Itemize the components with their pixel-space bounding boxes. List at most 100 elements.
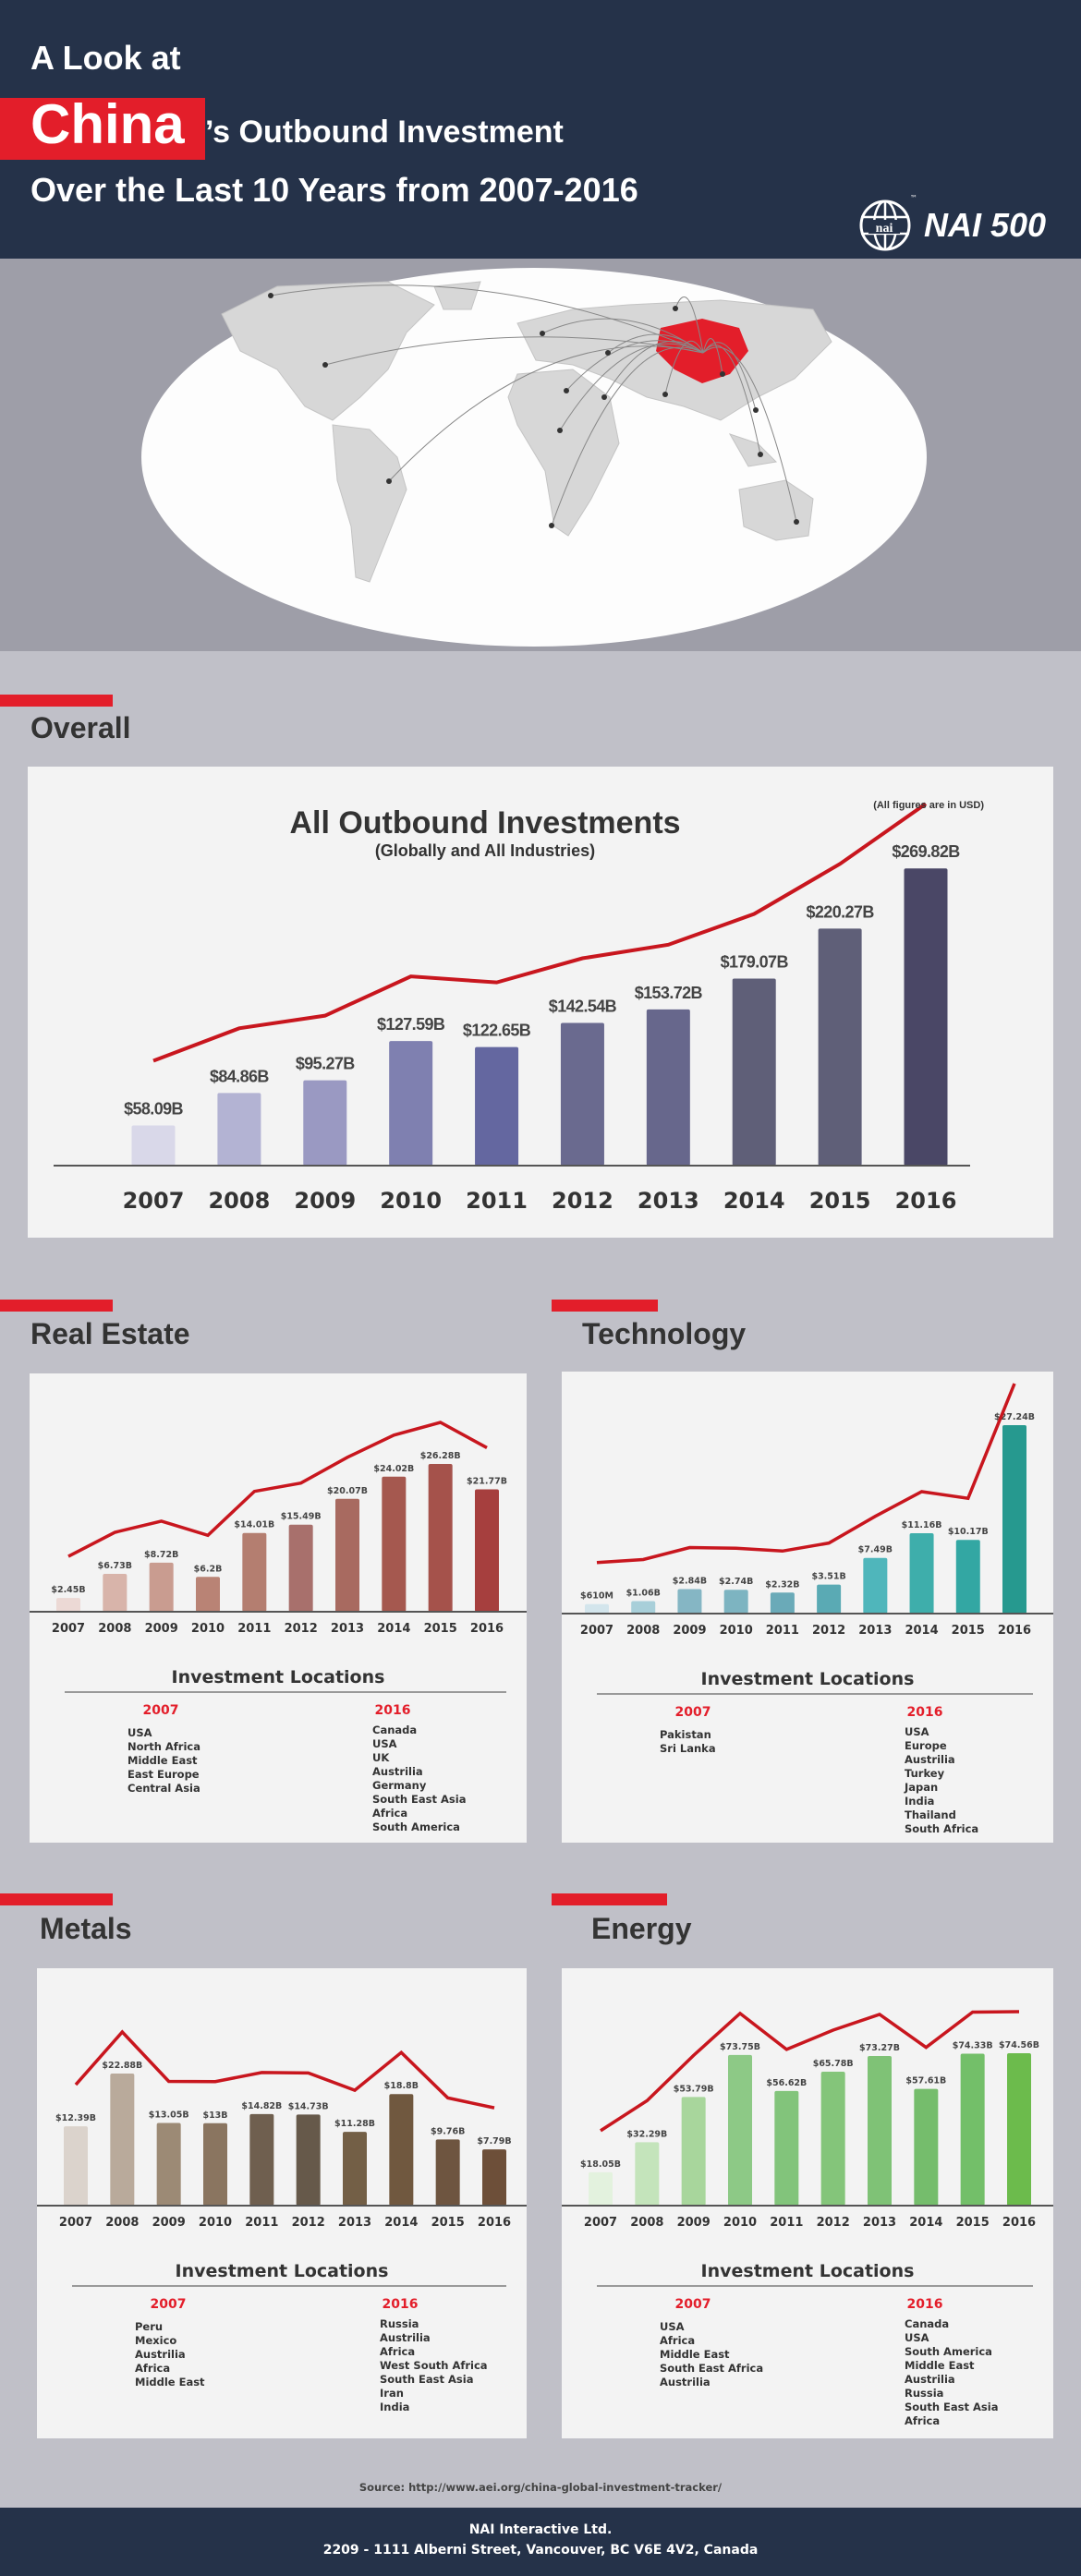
bar-2008 <box>635 2142 660 2206</box>
trend-line <box>596 1383 1016 1565</box>
x-tick-label: 2015 <box>431 2216 465 2230</box>
destination-dot <box>758 452 763 457</box>
bar-2010 <box>196 1577 220 1612</box>
data-label: $22.88B <box>102 2061 142 2071</box>
bar-2011 <box>770 1592 795 1614</box>
bar-2011 <box>242 1532 267 1612</box>
trend-line <box>152 802 928 1063</box>
locations-year-2007: 2007 <box>674 1705 711 1720</box>
technology-chart: $610M 2007 $1.06B 2008 $2.84B 2009 $2.74B 2010 $… <box>562 1383 1053 1638</box>
location-item: Pakistan <box>660 1728 711 1741</box>
x-tick-label: 2013 <box>858 1624 892 1638</box>
location-item: USA <box>660 2320 685 2333</box>
data-label: $74.33B <box>953 2041 993 2051</box>
globe-logo-icon: nai <box>859 200 911 251</box>
bar-2013 <box>863 1557 888 1614</box>
location-item: South East Asia <box>905 2401 999 2413</box>
locations-list-2007: Peru Mexico Austrilia Africa Middle East <box>135 2320 205 2389</box>
location-item: Middle East <box>135 2376 205 2389</box>
x-tick-label: 2007 <box>52 1622 85 1636</box>
bar-2013 <box>335 1498 359 1612</box>
location-item: Austrilia <box>372 1765 423 1778</box>
x-tick-label: 2007 <box>584 2216 617 2230</box>
bar-2010 <box>728 2054 752 2206</box>
section-title-metals: Metals <box>40 1912 132 1945</box>
bar-2009 <box>681 2097 706 2206</box>
data-label: $153.72B <box>635 984 703 1002</box>
location-item: Austrilia <box>905 1753 955 1766</box>
location-item: USA <box>128 1726 152 1739</box>
continent-shape <box>433 281 481 310</box>
location-item: Africa <box>380 2345 416 2358</box>
footer-company: NAI Interactive Ltd. <box>468 2522 613 2537</box>
bar-2009 <box>303 1080 347 1166</box>
data-label: $610M <box>580 1591 613 1602</box>
location-item: Russia <box>905 2387 944 2400</box>
x-tick-label: 2010 <box>723 2216 757 2230</box>
section-title-technology: Technology <box>582 1317 747 1350</box>
data-label: $65.78B <box>813 2059 854 2069</box>
locations-year-2007: 2007 <box>142 1703 179 1718</box>
destination-dot <box>540 331 545 336</box>
data-label: $179.07B <box>721 953 789 972</box>
location-item: West South Africa <box>380 2359 488 2372</box>
location-item: South America <box>905 2345 992 2358</box>
location-item: Canada <box>372 1723 418 1736</box>
chart-subtitle: (Globally and All Industries) <box>375 841 595 860</box>
x-tick-label: 2016 <box>1002 2216 1036 2230</box>
locations-year-2016: 2016 <box>374 1703 411 1718</box>
data-label: $18.8B <box>384 2081 419 2091</box>
bar-2014 <box>389 2094 414 2206</box>
location-item: Middle East <box>128 1754 198 1767</box>
bar-2015 <box>435 2139 460 2206</box>
x-tick-label: 2014 <box>905 1624 938 1638</box>
destination-dot <box>564 388 569 393</box>
data-label: $18.05B <box>580 2159 621 2170</box>
metals-chart: $12.39B 2007 $22.88B 2008 $13.05B 2009 $13B 201… <box>37 2029 527 2230</box>
bar-2016 <box>1007 2053 1031 2206</box>
data-label: $10.17B <box>948 1527 989 1537</box>
locations-list-2016: Russia Austrilia Africa West South Africa So… <box>380 2317 488 2414</box>
logo-text: NAI 500 <box>924 206 1047 244</box>
location-item: Africa <box>372 1807 408 1820</box>
destination-dot <box>662 392 668 397</box>
bar-2013 <box>343 2132 367 2206</box>
x-tick-label: 2008 <box>208 1188 270 1214</box>
x-tick-label: 2010 <box>191 1622 225 1636</box>
investment-locations-title: Investment Locations <box>700 2261 915 2281</box>
x-tick-label: 2013 <box>863 2216 896 2230</box>
destination-dot <box>601 394 607 400</box>
x-tick-label: 2016 <box>478 2216 511 2230</box>
overall-chart: $58.09B 2007 $84.86B 2008 $95.27B 2009 $127.59… <box>54 800 984 1214</box>
location-item: Europe <box>905 1739 947 1752</box>
location-item: South Africa <box>905 1822 979 1835</box>
x-tick-label: 2013 <box>638 1188 699 1214</box>
data-label: $269.82B <box>892 842 960 861</box>
bar-2013 <box>868 2055 892 2206</box>
footer-address: 2209 - 1111 Alberni Street, Vancouver, B… <box>322 2543 759 2558</box>
data-label: $122.65B <box>463 1022 531 1040</box>
data-label: $9.76B <box>431 2126 465 2136</box>
x-tick-label: 2009 <box>152 2216 186 2230</box>
data-label: $24.02B <box>373 1464 414 1474</box>
location-item: South East Asia <box>372 1793 467 1806</box>
location-item: USA <box>372 1737 397 1750</box>
nai-500-logo: nai ™ NAI 500 <box>859 194 1047 251</box>
data-label: $74.56B <box>999 2040 1039 2050</box>
x-tick-label: 2011 <box>766 1624 799 1638</box>
locations-list-2007: USA Africa Middle East South East Africa Aus… <box>660 2320 763 2389</box>
x-tick-label: 2016 <box>470 1622 504 1636</box>
bar-2011 <box>475 1046 519 1166</box>
x-tick-label: 2015 <box>809 1188 871 1214</box>
x-tick-label: 2014 <box>377 1622 410 1636</box>
data-label: $27.24B <box>994 1412 1035 1422</box>
bar-2016 <box>475 1489 499 1612</box>
x-tick-label: 2014 <box>723 1188 785 1214</box>
locations-year-2016: 2016 <box>382 2297 419 2312</box>
bar-2011 <box>774 2090 799 2206</box>
real_estate-chart: $2.45B 2007 $6.73B 2008 $8.72B 2009 $6.2B 2010 $… <box>30 1421 527 1636</box>
x-tick-label: 2008 <box>105 2216 139 2230</box>
data-label: $3.51B <box>811 1572 845 1582</box>
bar-2012 <box>820 2072 845 2206</box>
real-estate-chart-card: $2.45B 2007 $6.73B 2008 $8.72B 2009 $6.2B 2010 $… <box>30 1373 527 1843</box>
